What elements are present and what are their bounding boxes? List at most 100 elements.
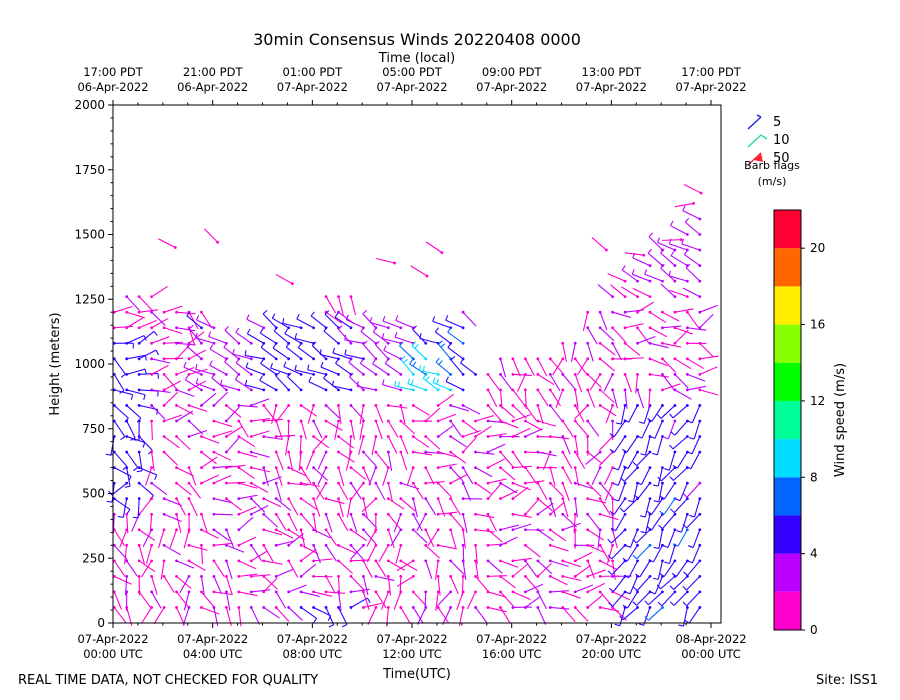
wind-barb-shaft (250, 607, 260, 625)
wind-barb-tick (685, 465, 692, 470)
wind-barb-tick (656, 237, 661, 243)
wind-barb-shaft (378, 545, 389, 563)
wind-barb-station-dot (349, 295, 353, 299)
wind-barb-station-dot (573, 559, 577, 563)
wind-barb-station-dot (162, 326, 166, 330)
wind-barb-shaft (297, 347, 314, 360)
wind-barb-tick (209, 360, 213, 366)
wind-barb-shaft (360, 362, 377, 375)
wind-barb-station-dot (586, 404, 590, 407)
wind-barb-station-dot (499, 481, 502, 485)
wind-barb-shaft (138, 560, 156, 572)
wind-barb-shaft (574, 467, 580, 487)
wind-barb-station-dot (374, 590, 378, 594)
wind-barb-shaft (163, 436, 180, 449)
wind-barb-station-dot (411, 512, 415, 516)
wind-barb-shaft (683, 184, 702, 194)
wind-barb-station-dot (200, 310, 203, 314)
wind-barb-tick (262, 309, 268, 315)
wind-barb-station-dot (661, 388, 664, 392)
wind-barb-station-dot (661, 279, 664, 283)
wind-barb-station-dot (175, 559, 178, 563)
wind-barb-station-dot (685, 497, 689, 501)
wind-barb-shaft (587, 560, 596, 579)
wind-barb-shaft (276, 405, 290, 421)
wind-barb-tick (130, 437, 136, 441)
wind-barb-tick (188, 324, 194, 330)
wind-barb-shaft (201, 392, 217, 406)
wind-barb-shaft (387, 529, 395, 549)
wind-barb-station-dot (312, 357, 315, 361)
wind-barb-station-dot (499, 528, 502, 532)
wind-barb-station-dot (436, 543, 440, 547)
wind-barb-shaft (285, 346, 302, 360)
y-tick-label: 1500 (74, 228, 105, 242)
wind-barb-shaft (412, 498, 418, 518)
wind-barb-station-dot (499, 497, 502, 501)
wind-barb-shaft (677, 529, 688, 547)
wind-barb-station-dot (112, 404, 116, 407)
wind-barb-shaft (325, 576, 336, 594)
wind-barb-station-dot (673, 559, 677, 563)
wind-barb-station-dot (200, 528, 203, 532)
wind-barb-shaft (657, 241, 676, 251)
wind-barb-station-dot (262, 528, 266, 532)
wind-barb-tick (382, 315, 386, 322)
wind-barb-station-dot (573, 341, 577, 345)
wind-barb-station-dot (125, 574, 129, 578)
wind-barb-shaft (213, 420, 233, 427)
colorbar-tick-label: 16 (810, 318, 825, 332)
wind-barb-tick (639, 515, 646, 518)
wind-barb-station-dot (661, 404, 664, 407)
wind-barb-station-dot (312, 559, 315, 563)
wind-barb-station-dot (561, 559, 565, 563)
wind-barb-station-dot (499, 543, 502, 547)
wind-barb-shaft (313, 420, 323, 439)
wind-barb-shaft (160, 560, 165, 580)
wind-barb-station-dot (586, 341, 590, 345)
wind-barb-shaft (648, 607, 663, 621)
wind-barb-station-dot (274, 512, 278, 516)
wind-barb-shaft (462, 404, 481, 415)
wind-barb-tick (120, 436, 126, 441)
wind-barb-station-dot (262, 435, 266, 438)
colorbar-segment (774, 515, 801, 554)
wind-barb-tick (683, 249, 688, 255)
wind-barb-station-dot (112, 497, 116, 501)
wind-barb-shaft (263, 513, 279, 528)
wind-barb-tick (366, 597, 371, 603)
wind-barb-station-dot (299, 528, 303, 532)
colorbar-segment (774, 400, 801, 440)
wind-barb-station-dot (436, 512, 440, 516)
wind-barb-station-dot (337, 606, 340, 609)
wind-barb-tick (328, 624, 334, 628)
wind-barb-shaft (435, 591, 439, 611)
wind-barb-shaft (574, 564, 591, 577)
wind-barb-station-dot (150, 543, 154, 547)
wind-barb-station-dot (312, 574, 315, 578)
wind-barb-shaft (562, 451, 573, 469)
wind-barb-station-dot (648, 372, 652, 376)
wind-barb-station-dot (262, 388, 266, 392)
wind-barb-station-dot (175, 528, 178, 532)
wind-barb-tick (648, 232, 654, 238)
wind-barb-tick (669, 585, 675, 590)
wind-barb-shaft (555, 389, 564, 408)
wind-barb-station-dot (175, 388, 178, 392)
wind-barb-shaft (447, 346, 464, 360)
wind-barb-shaft (562, 560, 582, 568)
wind-barb-station-dot (499, 606, 502, 609)
wind-barb-shaft (263, 560, 283, 565)
top-tick-date: 07-Apr-2022 (476, 80, 547, 94)
wind-barb-tick (275, 371, 281, 377)
wind-barb-shaft (438, 451, 457, 458)
wind-barb-station-dot (249, 372, 253, 376)
wind-barb-station-dot (224, 497, 228, 501)
wind-barb-shaft (599, 342, 616, 356)
wind-barb-shaft (346, 319, 364, 329)
wind-barb-station-dot (685, 233, 689, 236)
colorbar-tick-label: 20 (810, 241, 825, 255)
wind-barb-station-dot (598, 590, 602, 594)
wind-barb-station-dot (486, 450, 490, 454)
wind-barb-shaft (139, 498, 153, 514)
